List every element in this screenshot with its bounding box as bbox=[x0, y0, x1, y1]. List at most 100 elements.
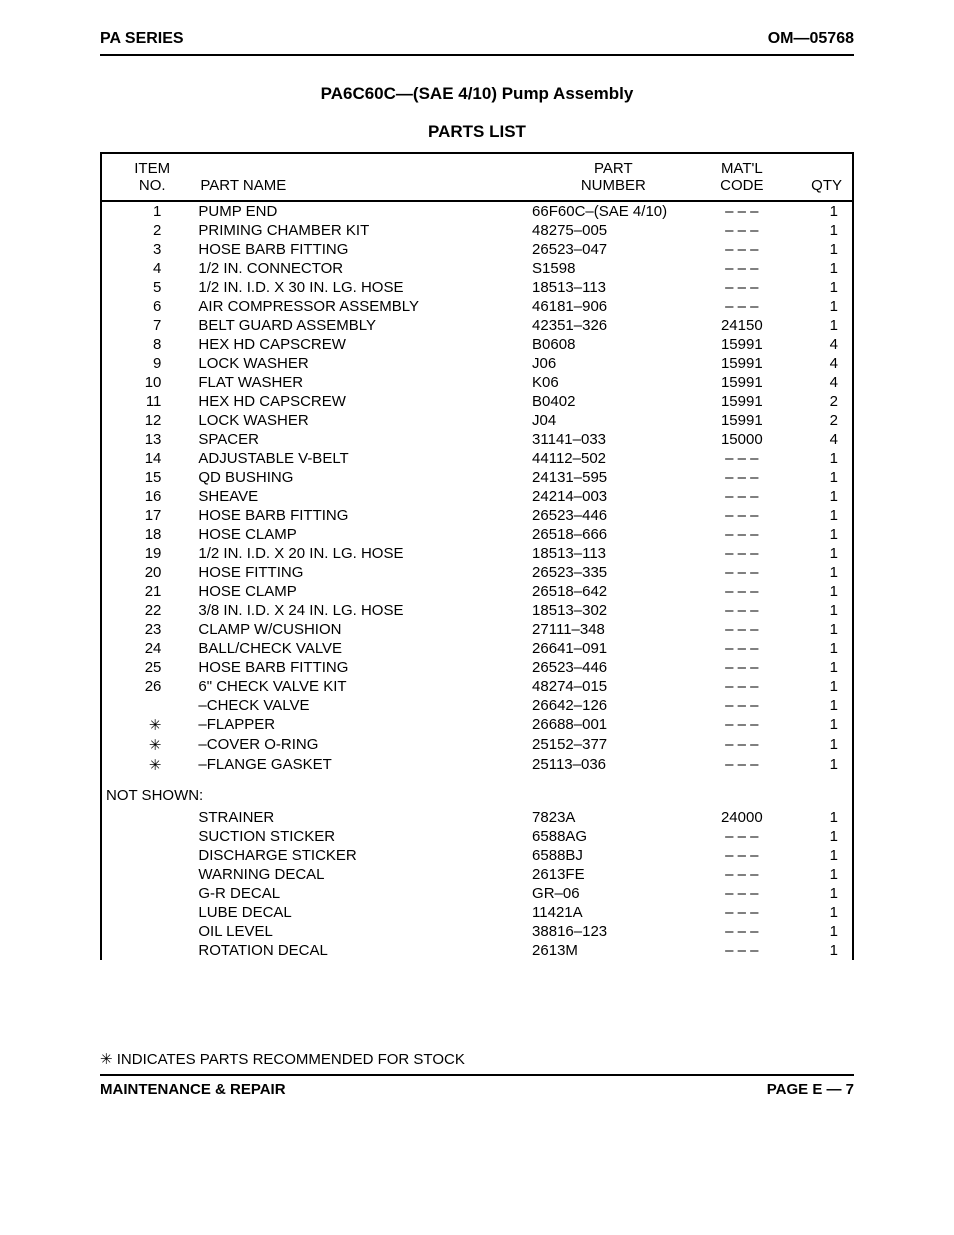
cell-name: G-R DECAL bbox=[196, 884, 532, 903]
cell-matl: – – – bbox=[695, 259, 789, 278]
cell-matl: 15991 bbox=[695, 335, 789, 354]
table-row: ✳–COVER O-RING25152–377– – –1 bbox=[102, 735, 852, 755]
cell-part: 27111–348 bbox=[532, 620, 695, 639]
cell-matl: 24150 bbox=[695, 316, 789, 335]
cell-matl: – – – bbox=[695, 941, 789, 960]
cell-qty: 1 bbox=[789, 658, 852, 677]
cell-qty: 1 bbox=[789, 221, 852, 240]
table-row: 3HOSE BARB FITTING26523–047– – –1 bbox=[102, 240, 852, 259]
cell-qty: 1 bbox=[789, 884, 852, 903]
cell-item: 2 bbox=[102, 221, 196, 240]
table-row: 24BALL/CHECK VALVE26641–091– – –1 bbox=[102, 639, 852, 658]
cell-part: 31141–033 bbox=[532, 430, 695, 449]
table-row: WARNING DECAL2613FE– – –1 bbox=[102, 865, 852, 884]
table-row: 11HEX HD CAPSCREWB0402159912 bbox=[102, 392, 852, 411]
cell-item: 15 bbox=[102, 468, 196, 487]
table-row: STRAINER7823A240001 bbox=[102, 808, 852, 827]
table-row: 25HOSE BARB FITTING26523–446– – –1 bbox=[102, 658, 852, 677]
cell-matl: – – – bbox=[695, 658, 789, 677]
cell-name: SPACER bbox=[196, 430, 532, 449]
table-row: 191/2 IN. I.D. X 20 IN. LG. HOSE18513–11… bbox=[102, 544, 852, 563]
cell-item: 6 bbox=[102, 297, 196, 316]
cell-item: 12 bbox=[102, 411, 196, 430]
table-row: ✳–FLANGE GASKET25113–036– – –1 bbox=[102, 755, 852, 775]
cell-qty: 4 bbox=[789, 373, 852, 392]
cell-part: 66F60C–(SAE 4/10) bbox=[532, 201, 695, 221]
header-left: PA SERIES bbox=[100, 30, 184, 48]
cell-matl: – – – bbox=[695, 884, 789, 903]
cell-part: J06 bbox=[532, 354, 695, 373]
cell-part: 38816–123 bbox=[532, 922, 695, 941]
cell-name: 6" CHECK VALVE KIT bbox=[196, 677, 532, 696]
cell-name: STRAINER bbox=[196, 808, 532, 827]
cell-matl: – – – bbox=[695, 525, 789, 544]
not-shown-label: NOT SHOWN: bbox=[102, 775, 852, 808]
cell-part: 24131–595 bbox=[532, 468, 695, 487]
cell-name: SUCTION STICKER bbox=[196, 827, 532, 846]
table-row: 21HOSE CLAMP26518–642– – –1 bbox=[102, 582, 852, 601]
cell-item: 5 bbox=[102, 278, 196, 297]
cell-part: 26518–666 bbox=[532, 525, 695, 544]
cell-item: 26 bbox=[102, 677, 196, 696]
table-row: 9LOCK WASHERJ06159914 bbox=[102, 354, 852, 373]
cell-item: 13 bbox=[102, 430, 196, 449]
cell-item: 1 bbox=[102, 201, 196, 221]
cell-item bbox=[102, 903, 196, 922]
cell-part: 26523–446 bbox=[532, 506, 695, 525]
cell-part: 26523–446 bbox=[532, 658, 695, 677]
cell-item bbox=[102, 808, 196, 827]
table-row: 17HOSE BARB FITTING26523–446– – –1 bbox=[102, 506, 852, 525]
table-row: 8HEX HD CAPSCREWB0608159914 bbox=[102, 335, 852, 354]
table-row: 51/2 IN. I.D. X 30 IN. LG. HOSE18513–113… bbox=[102, 278, 852, 297]
col-header-name: PART NAME bbox=[196, 154, 532, 201]
cell-matl: – – – bbox=[695, 846, 789, 865]
cell-matl: – – – bbox=[695, 865, 789, 884]
col-header-part: PARTNUMBER bbox=[532, 154, 695, 201]
cell-part: 44112–502 bbox=[532, 449, 695, 468]
cell-name: 1/2 IN. CONNECTOR bbox=[196, 259, 532, 278]
table-row: OIL LEVEL38816–123– – –1 bbox=[102, 922, 852, 941]
cell-item bbox=[102, 884, 196, 903]
cell-part: 25113–036 bbox=[532, 755, 695, 775]
cell-name: LOCK WASHER bbox=[196, 411, 532, 430]
cell-item: 10 bbox=[102, 373, 196, 392]
cell-item: 11 bbox=[102, 392, 196, 411]
cell-item: 19 bbox=[102, 544, 196, 563]
table-row: 6AIR COMPRESSOR ASSEMBLY46181–906– – –1 bbox=[102, 297, 852, 316]
table-row: 20HOSE FITTING26523–335– – –1 bbox=[102, 563, 852, 582]
cell-matl: – – – bbox=[695, 297, 789, 316]
table-row: 7BELT GUARD ASSEMBLY42351–326241501 bbox=[102, 316, 852, 335]
cell-item: 25 bbox=[102, 658, 196, 677]
cell-name: LUBE DECAL bbox=[196, 903, 532, 922]
page-footer: MAINTENANCE & REPAIR PAGE E — 7 bbox=[100, 1074, 854, 1098]
table-row: 266" CHECK VALVE KIT48274–015– – –1 bbox=[102, 677, 852, 696]
cell-item: ✳ bbox=[102, 755, 196, 775]
cell-name: –FLANGE GASKET bbox=[196, 755, 532, 775]
cell-qty: 1 bbox=[789, 755, 852, 775]
cell-matl: – – – bbox=[695, 755, 789, 775]
cell-part: J04 bbox=[532, 411, 695, 430]
cell-matl: – – – bbox=[695, 922, 789, 941]
cell-qty: 1 bbox=[789, 865, 852, 884]
table-row: 2PRIMING CHAMBER KIT48275–005– – –1 bbox=[102, 221, 852, 240]
footer-left: MAINTENANCE & REPAIR bbox=[100, 1081, 286, 1098]
cell-item: 4 bbox=[102, 259, 196, 278]
cell-qty: 1 bbox=[789, 696, 852, 715]
cell-matl: – – – bbox=[695, 240, 789, 259]
cell-part: K06 bbox=[532, 373, 695, 392]
cell-part: GR–06 bbox=[532, 884, 695, 903]
cell-matl: 15991 bbox=[695, 411, 789, 430]
cell-matl: – – – bbox=[695, 563, 789, 582]
cell-qty: 4 bbox=[789, 335, 852, 354]
cell-matl: – – – bbox=[695, 221, 789, 240]
parts-table: ITEMNO. PART NAME PARTNUMBER MAT'LCODE Q… bbox=[102, 154, 852, 960]
cell-name: PUMP END bbox=[196, 201, 532, 221]
cell-matl: – – – bbox=[695, 903, 789, 922]
cell-item: 20 bbox=[102, 563, 196, 582]
cell-matl: – – – bbox=[695, 639, 789, 658]
table-row: 223/8 IN. I.D. X 24 IN. LG. HOSE18513–30… bbox=[102, 601, 852, 620]
parts-table-wrapper: ITEMNO. PART NAME PARTNUMBER MAT'LCODE Q… bbox=[100, 152, 854, 960]
table-row: 12LOCK WASHERJ04159912 bbox=[102, 411, 852, 430]
cell-matl: – – – bbox=[695, 677, 789, 696]
cell-matl: – – – bbox=[695, 506, 789, 525]
